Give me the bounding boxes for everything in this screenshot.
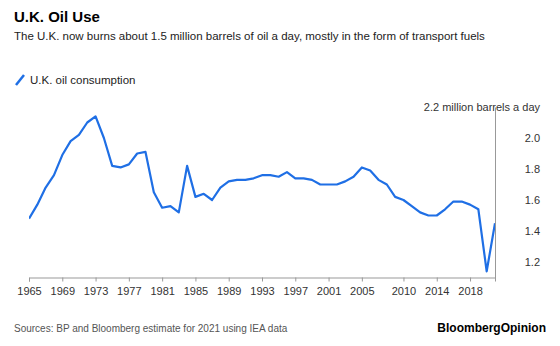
y-axis-line (495, 108, 496, 279)
x-tick: 1965 (17, 278, 41, 298)
x-tick-mark (362, 278, 363, 282)
logo: BloombergOpinion (437, 321, 546, 335)
x-tick: 2014 (425, 278, 449, 298)
x-tick: 2001 (317, 278, 341, 298)
x-tick: 1985 (184, 278, 208, 298)
legend-swatch (16, 75, 24, 85)
line (29, 116, 495, 271)
x-tick-mark (62, 278, 63, 282)
x-tick: 1997 (284, 278, 308, 298)
y-tick-label: 2.2 million barrels a day (424, 101, 541, 113)
title: U.K. Oil Use (14, 8, 100, 25)
x-tick-label: 1997 (284, 285, 308, 297)
x-tick: 1977 (117, 278, 141, 298)
series-group (29, 116, 495, 271)
y-tick-label: 2.0 (525, 132, 540, 144)
x-tick-label: 2001 (317, 285, 341, 297)
x-tick-mark (295, 278, 296, 282)
y-tick-label: 1.6 (525, 194, 540, 206)
x-axis: 1965 1969 1973 1977 1981 1985 1989 1993 1997 2001… (17, 278, 495, 298)
x-tick-label: 2005 (350, 285, 374, 297)
x-tick-label: 1969 (51, 285, 75, 297)
x-tick: 2018 (458, 278, 482, 298)
x-tick-mark (29, 278, 30, 282)
x-tick-mark (329, 278, 330, 282)
y-tick: 1.4 (495, 225, 540, 237)
x-tick: 2010 (392, 278, 416, 298)
x-tick-label: 1977 (117, 285, 141, 297)
y-tick-label: 1.2 (525, 256, 540, 268)
y-tick: 2.2 million barrels a day (424, 101, 541, 113)
x-tick-label: 1993 (250, 285, 274, 297)
x-tick-label: 1973 (84, 285, 108, 297)
x-tick-label: 1981 (150, 285, 174, 297)
x-tick-mark (262, 278, 263, 282)
x-tick-label: 1985 (184, 285, 208, 297)
y-tick: 1.2 (495, 256, 540, 268)
x-tick-mark (195, 278, 196, 282)
y-tick-label: 1.4 (525, 225, 540, 237)
x-tick: 2005 (350, 278, 374, 298)
x-tick: 1989 (217, 278, 241, 298)
x-tick-label: 2014 (425, 285, 449, 297)
x-tick-mark (437, 278, 438, 282)
x-tick: 1981 (150, 278, 174, 298)
y-axis: 1.2 1.4 1.6 1.8 2.0 2.2 million barrels a day (424, 101, 541, 278)
x-tick-mark (162, 278, 163, 282)
y-tick: 1.8 (495, 163, 540, 175)
x-tick: 1969 (51, 278, 75, 298)
x-tick-label: 2010 (392, 285, 416, 297)
x-tick-label: 1989 (217, 285, 241, 297)
y-tick: 2.0 (495, 132, 540, 144)
x-axis-line (30, 278, 496, 282)
x-tick: 1993 (250, 278, 274, 298)
x-tick-label: 1965 (17, 285, 41, 297)
x-tick-label: 2018 (458, 285, 482, 297)
legend: U.K. oil consumption (16, 74, 135, 86)
x-tick: 1973 (84, 278, 108, 298)
x-tick-mark (229, 278, 230, 282)
legend-label: U.K. oil consumption (30, 74, 135, 86)
x-tick-mark (129, 278, 130, 282)
source: Sources: BP and Bloomberg estimate for 2… (14, 323, 288, 334)
chart: U.K. Oil Use The U.K. now burns about 1.5… (0, 0, 560, 346)
subtitle: The U.K. now burns about 1.5 million bar… (14, 30, 485, 42)
x-tick-mark (403, 278, 404, 282)
x-tick-mark (470, 278, 471, 282)
x-tick-mark (96, 278, 97, 282)
y-tick: 1.6 (495, 194, 540, 206)
y-tick-label: 1.8 (525, 163, 540, 175)
